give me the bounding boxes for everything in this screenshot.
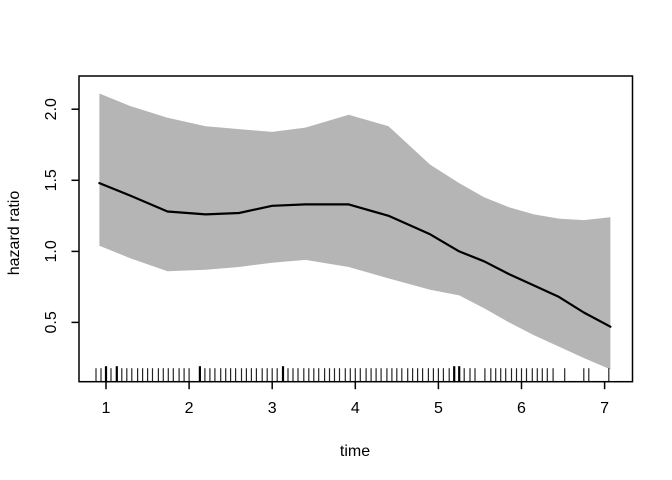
x-tick-label: 4 — [351, 400, 360, 417]
x-tick-label: 3 — [268, 400, 277, 417]
ci-band-polygon — [99, 93, 611, 370]
rug-marks — [95, 366, 610, 382]
x-tick-label: 6 — [517, 400, 526, 417]
x-tick-label: 7 — [600, 400, 609, 417]
confidence-band — [99, 93, 611, 370]
y-tick-label: 1.5 — [43, 169, 60, 191]
x-tick-label: 2 — [185, 400, 194, 417]
x-tick-label: 1 — [102, 400, 111, 417]
y-tick-label: 2.0 — [43, 98, 60, 120]
fit-line-path — [98, 182, 612, 328]
y-axis-label: hazard ratio — [6, 191, 23, 276]
x-axis: 1 2 3 4 5 6 7 — [102, 381, 609, 417]
fit-line — [98, 182, 612, 328]
y-axis: 0.5 1.0 1.5 2.0 — [43, 98, 79, 334]
x-axis-label: time — [340, 443, 370, 460]
x-tick-label: 5 — [434, 400, 443, 417]
y-tick-label: 1.0 — [43, 240, 60, 262]
y-tick-label: 0.5 — [43, 311, 60, 333]
